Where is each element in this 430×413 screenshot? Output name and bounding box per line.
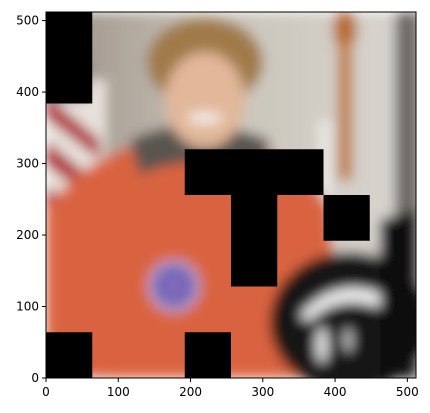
occlusion-blocks [46, 12, 370, 378]
occlusion-block-3 [323, 195, 370, 241]
occlusion-block-5 [184, 332, 231, 378]
x-tick-label: 100 [107, 385, 130, 399]
y-tick-label: 200 [16, 228, 39, 242]
x-tick-label: 300 [251, 385, 274, 399]
y-tick-label: 400 [16, 85, 39, 99]
axes-frame [45, 11, 417, 379]
occlusion-block-2 [231, 195, 278, 287]
x-tick-label: 400 [324, 385, 347, 399]
x-tick-label: 500 [396, 385, 419, 399]
x-tick-label: 200 [179, 385, 202, 399]
y-tick-label: 500 [16, 14, 39, 28]
y-tick-label: 100 [16, 300, 39, 314]
y-tick-label: 300 [16, 157, 39, 171]
y-tick-label: 0 [31, 371, 39, 385]
occlusion-block-1 [184, 149, 324, 195]
x-axis: 0 100 200 300 400 500 [42, 378, 419, 399]
occlusion-block-0 [46, 12, 93, 104]
shuttle [318, 12, 360, 200]
helmet [270, 252, 416, 378]
y-axis: 0 100 200 300 400 500 [16, 14, 46, 385]
occlusion-block-4 [46, 332, 93, 378]
x-tick-label: 0 [42, 385, 50, 399]
